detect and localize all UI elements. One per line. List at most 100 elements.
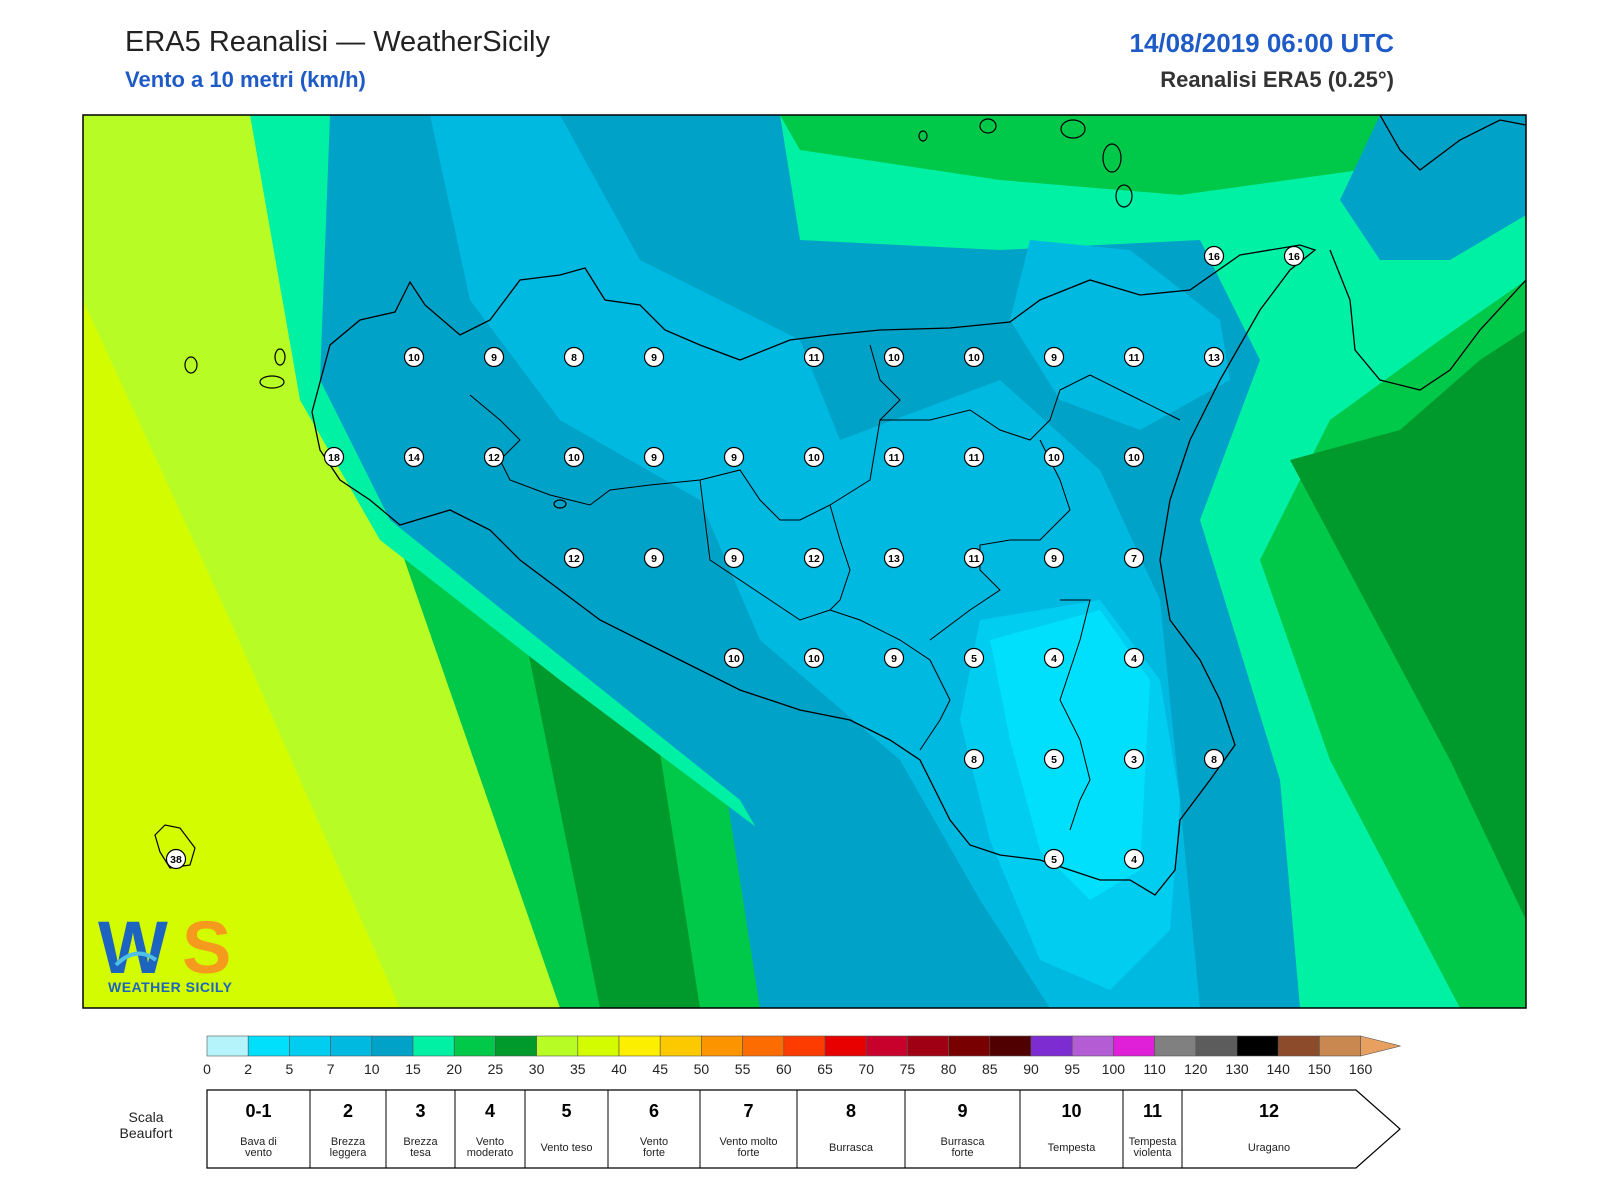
beaufort-number: 7 <box>743 1101 753 1121</box>
station-value: 11 <box>888 452 899 464</box>
station-marker: 38 <box>165 848 187 870</box>
beaufort-desc: Bava di <box>240 1136 277 1148</box>
station-marker-circle <box>723 547 745 569</box>
beaufort-number: 9 <box>957 1101 967 1121</box>
beaufort-desc: tesa <box>410 1147 432 1159</box>
station-marker: 3 <box>1123 748 1145 770</box>
station-marker: 13 <box>1203 346 1225 368</box>
color-scale-tick: 50 <box>694 1061 710 1077</box>
station-marker-circle <box>963 446 985 468</box>
station-marker: 10 <box>803 446 825 468</box>
color-scale-tick: 110 <box>1143 1061 1166 1077</box>
station-marker-circle <box>883 647 905 669</box>
station-value: 9 <box>491 352 497 364</box>
beaufort-cell: 8 Burrasca <box>829 1101 874 1154</box>
station-marker-circle <box>1123 547 1145 569</box>
color-swatch <box>989 1035 1032 1057</box>
color-swatch <box>1319 1035 1361 1057</box>
color-swatch <box>783 1035 826 1057</box>
color-swatch <box>742 1035 785 1057</box>
color-scale <box>206 1035 1401 1057</box>
station-value: 10 <box>968 352 980 364</box>
station-value: 16 <box>1208 251 1220 263</box>
station-marker-circle <box>1043 647 1065 669</box>
station-marker: 16 <box>1203 245 1225 267</box>
station-marker: 10 <box>963 346 985 368</box>
station-marker-circle <box>1123 346 1145 368</box>
color-scale-tick: 65 <box>817 1061 833 1077</box>
beaufort-desc: forte <box>737 1147 759 1159</box>
station-value: 11 <box>968 553 979 565</box>
station-value: 5 <box>1051 754 1057 766</box>
station-value: 3 <box>1131 754 1137 766</box>
station-value: 10 <box>1128 452 1140 464</box>
color-scale-tick: 150 <box>1308 1061 1332 1077</box>
color-scale-tick: 10 <box>364 1061 380 1077</box>
station-marker: 5 <box>1043 848 1065 870</box>
color-swatch <box>618 1035 661 1057</box>
station-value: 9 <box>731 452 737 464</box>
color-scale-tick: 7 <box>327 1061 335 1077</box>
beaufort-number: 11 <box>1143 1101 1162 1121</box>
station-value: 10 <box>728 653 740 665</box>
map-subtitle: Vento a 10 metri (km/h) <box>125 67 366 92</box>
color-swatch <box>247 1035 290 1057</box>
station-marker: 7 <box>1123 547 1145 569</box>
beaufort-desc: Vento <box>640 1136 668 1148</box>
station-value: 8 <box>971 754 977 766</box>
station-marker: 9 <box>883 647 905 669</box>
station-value: 4 <box>1051 653 1057 665</box>
station-value: 11 <box>1128 352 1139 364</box>
color-swatch <box>824 1035 867 1057</box>
color-scale-tick: 35 <box>570 1061 586 1077</box>
color-scale-tick: 130 <box>1225 1061 1249 1077</box>
beaufort-number: 0-1 <box>245 1101 271 1121</box>
station-value: 13 <box>888 553 900 565</box>
station-marker: 12 <box>803 547 825 569</box>
color-swatch <box>865 1035 908 1057</box>
beaufort-number: 12 <box>1259 1101 1279 1121</box>
station-value: 9 <box>891 653 897 665</box>
station-marker: 9 <box>1043 346 1065 368</box>
station-marker-circle <box>883 446 905 468</box>
station-marker: 14 <box>403 446 425 468</box>
station-value: 13 <box>1208 352 1220 364</box>
color-scale-tick: 0 <box>203 1061 211 1077</box>
station-marker-circle <box>1123 446 1145 468</box>
station-marker: 18 <box>323 446 345 468</box>
color-scale-tick: 80 <box>941 1061 957 1077</box>
station-marker: 8 <box>563 346 585 368</box>
station-marker: 8 <box>963 748 985 770</box>
color-scale-tick: 70 <box>858 1061 874 1077</box>
station-marker-circle <box>963 547 985 569</box>
station-value: 38 <box>170 854 182 866</box>
station-value: 10 <box>1048 452 1060 464</box>
station-value: 9 <box>651 553 657 565</box>
color-scale-tick: 55 <box>735 1061 751 1077</box>
station-marker-circle <box>1283 245 1305 267</box>
station-marker-circle <box>883 346 905 368</box>
color-swatch <box>1236 1035 1279 1057</box>
station-value: 9 <box>651 452 657 464</box>
svg-text:S: S <box>182 906 231 985</box>
station-marker-circle <box>1203 245 1225 267</box>
station-value: 11 <box>808 352 819 364</box>
station-marker-circle <box>643 346 665 368</box>
logo-text: WEATHER SICILY <box>108 979 233 995</box>
station-value: 12 <box>488 452 500 464</box>
station-marker: 11 <box>803 346 825 368</box>
color-scale-tick: 120 <box>1184 1061 1208 1077</box>
station-value: 10 <box>888 352 900 364</box>
color-swatch <box>206 1035 249 1057</box>
station-marker-circle <box>1203 748 1225 770</box>
beaufort-number: 4 <box>485 1101 495 1121</box>
calabria-coastline <box>1329 114 1527 391</box>
station-value: 9 <box>1051 553 1057 565</box>
station-marker-circle <box>963 748 985 770</box>
